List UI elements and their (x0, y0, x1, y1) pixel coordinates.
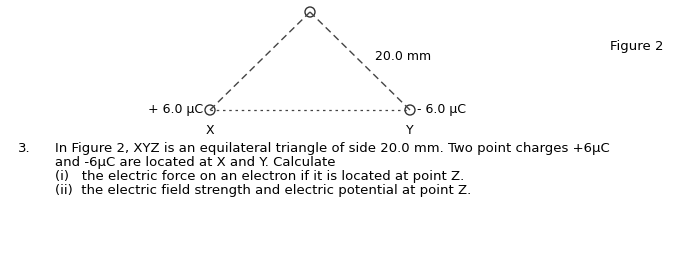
Text: Y: Y (406, 124, 414, 137)
Text: (i)   the electric force on an electron if it is located at point Z.: (i) the electric force on an electron if… (55, 170, 464, 183)
Text: (ii)  the electric field strength and electric potential at point Z.: (ii) the electric field strength and ele… (55, 184, 471, 197)
Text: In Figure 2, XYZ is an equilateral triangle of side 20.0 mm. Two point charges +: In Figure 2, XYZ is an equilateral trian… (55, 142, 610, 155)
Text: X: X (206, 124, 214, 137)
Text: Z: Z (306, 0, 315, 3)
Text: 20.0 mm: 20.0 mm (375, 50, 431, 62)
Text: and -6μC are located at X and Y. Calculate: and -6μC are located at X and Y. Calcula… (55, 156, 335, 169)
Text: 3.: 3. (18, 142, 31, 155)
Text: Figure 2: Figure 2 (610, 40, 663, 53)
Text: + 6.0 μC: + 6.0 μC (148, 103, 203, 117)
Text: - 6.0 μC: - 6.0 μC (417, 103, 466, 117)
